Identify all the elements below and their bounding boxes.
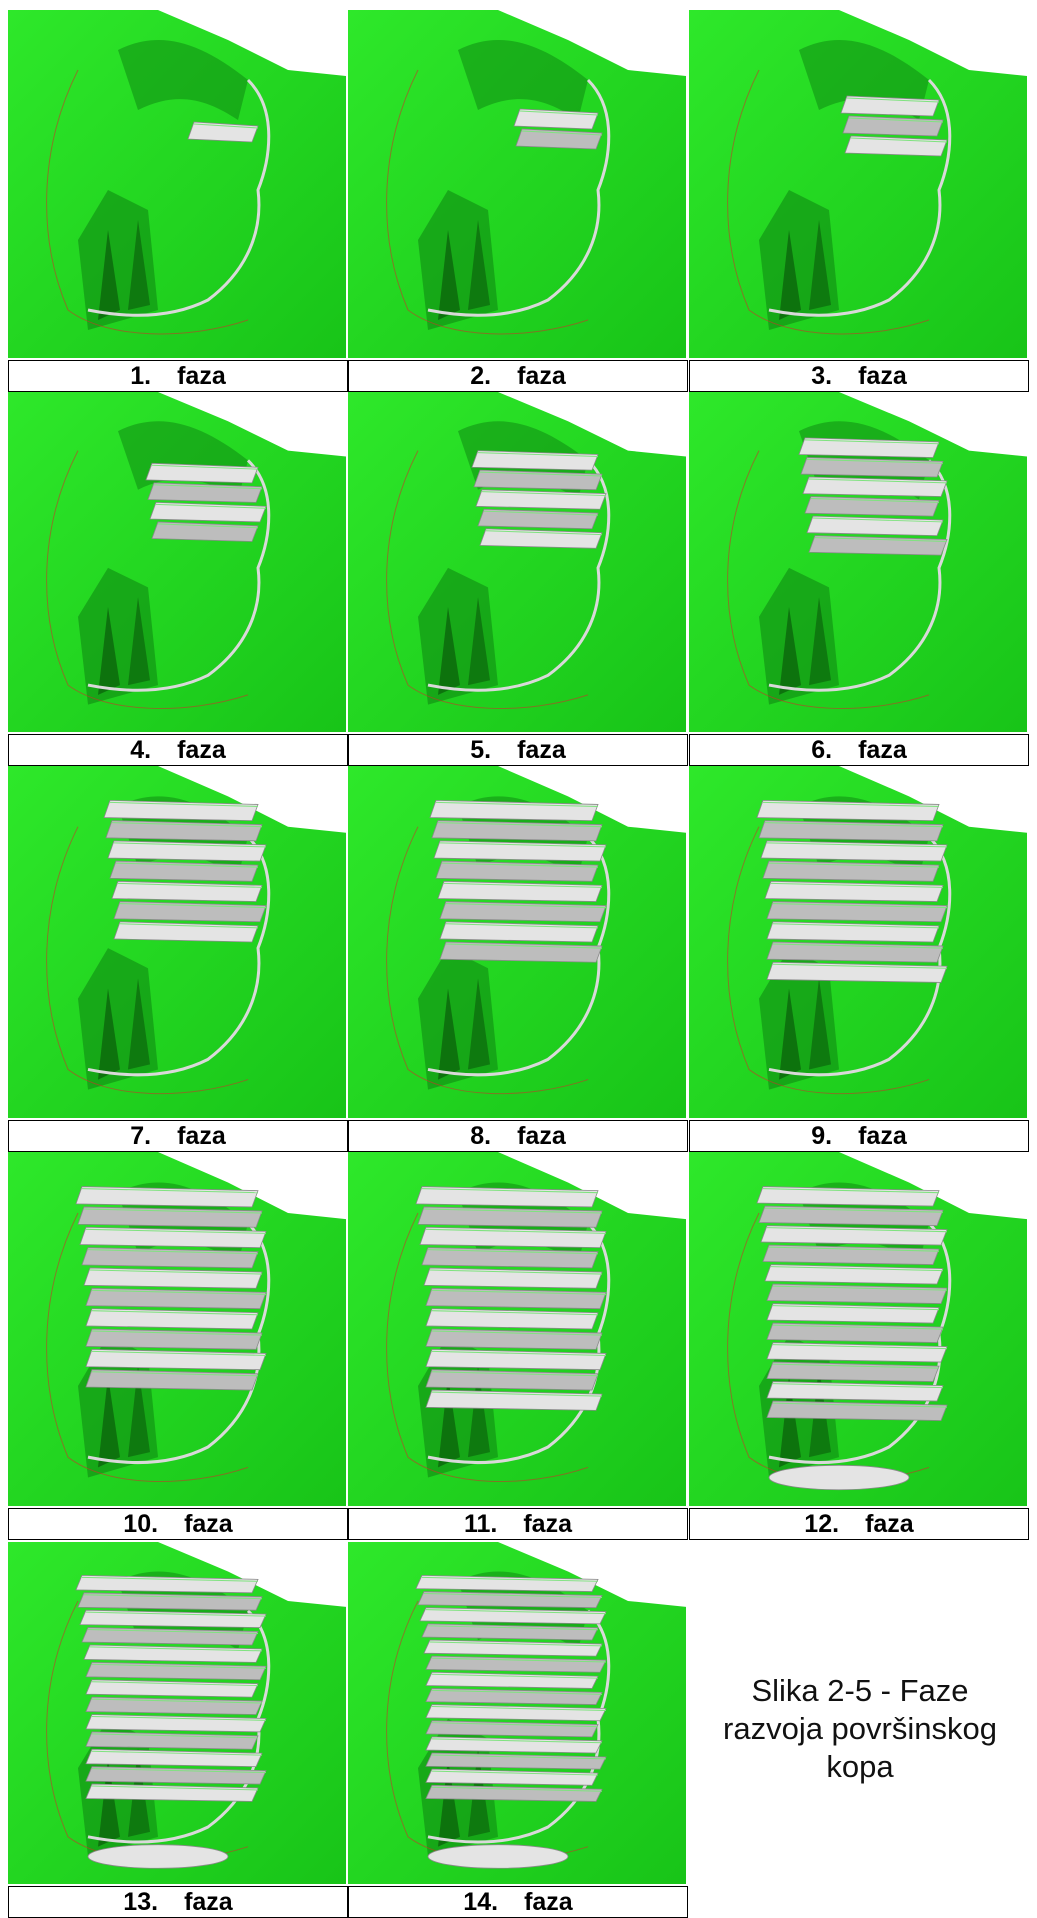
phase-label: 5. faza [348, 734, 688, 766]
phase-label: 11. faza [348, 1508, 688, 1540]
phase-image [8, 392, 346, 732]
phase-label: 3. faza [689, 360, 1029, 392]
phase-word: faza [517, 735, 566, 764]
phase-number: 12. [804, 1509, 840, 1538]
phase-image [689, 1152, 1027, 1506]
phase-image [8, 1542, 346, 1884]
phase-word: faza [524, 1887, 573, 1916]
phase-image [348, 392, 686, 732]
pit-render [8, 392, 346, 732]
pit-render [8, 1542, 346, 1884]
pit-render [348, 1152, 686, 1506]
phase-number: 5. [470, 735, 492, 764]
phase-image [8, 766, 346, 1118]
phase-image [348, 1542, 686, 1884]
phase-image [689, 392, 1027, 732]
pit-render [348, 1542, 686, 1884]
phase-word: faza [184, 1509, 233, 1538]
phase-number: 7. [130, 1121, 152, 1150]
phase-number: 8. [470, 1121, 492, 1150]
phase-number: 9. [811, 1121, 833, 1150]
phase-image [8, 1152, 346, 1506]
pit-render [689, 1152, 1027, 1506]
phase-label: 13. faza [8, 1886, 348, 1918]
phase-word: faza [177, 1121, 226, 1150]
phase-word: faza [177, 735, 226, 764]
phase-number: 3. [811, 361, 833, 390]
phase-image [689, 10, 1027, 358]
phase-label: 12. faza [689, 1508, 1029, 1540]
phase-word: faza [858, 735, 907, 764]
phase-label: 6. faza [689, 734, 1029, 766]
phase-label: 14. faza [348, 1886, 688, 1918]
pit-render [689, 10, 1027, 358]
phase-image [348, 766, 686, 1118]
phase-number: 4. [130, 735, 152, 764]
phase-word: faza [517, 1121, 566, 1150]
phase-image [8, 10, 346, 358]
phase-word: faza [858, 361, 907, 390]
pit-render [8, 766, 346, 1118]
phase-label: 8. faza [348, 1120, 688, 1152]
pit-render [8, 10, 346, 358]
figure-caption: Slika 2-5 - Faze razvoja površinskog kop… [723, 1673, 997, 1784]
phase-label: 7. faza [8, 1120, 348, 1152]
phase-image [348, 1152, 686, 1506]
phase-word: faza [177, 361, 226, 390]
phase-word: faza [184, 1887, 233, 1916]
pit-render [689, 392, 1027, 732]
phase-word: faza [523, 1509, 572, 1538]
phase-word: faza [517, 361, 566, 390]
pit-render [348, 10, 686, 358]
phase-label: 4. faza [8, 734, 348, 766]
phase-number: 2. [470, 361, 492, 390]
pit-render [348, 766, 686, 1118]
phase-number: 14. [463, 1887, 499, 1916]
phase-number: 11. [463, 1509, 498, 1538]
phase-image [689, 766, 1027, 1118]
pit-render [8, 1152, 346, 1506]
phase-label: 2. faza [348, 360, 688, 392]
phase-number: 13. [123, 1887, 159, 1916]
phase-number: 10. [123, 1509, 159, 1538]
phase-word: faza [858, 1121, 907, 1150]
phase-image [348, 10, 686, 358]
phase-label: 1. faza [8, 360, 348, 392]
phase-number: 6. [811, 735, 833, 764]
phase-label: 10. faza [8, 1508, 348, 1540]
pit-render [348, 392, 686, 732]
phase-word: faza [865, 1509, 914, 1538]
phase-label: 9. faza [689, 1120, 1029, 1152]
pit-render [689, 766, 1027, 1118]
phase-number: 1. [130, 361, 152, 390]
